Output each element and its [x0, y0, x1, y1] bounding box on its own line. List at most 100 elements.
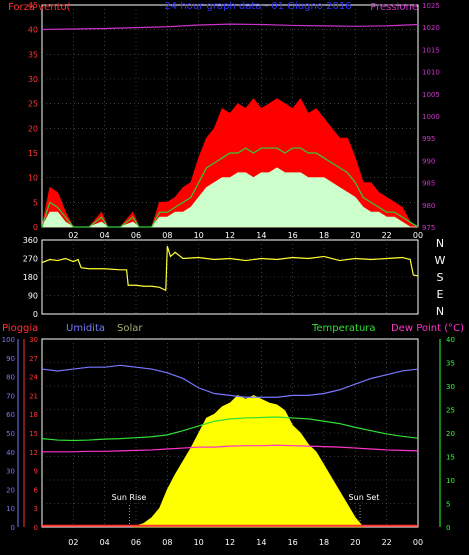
humidity-y-tick: 100	[2, 336, 15, 344]
temp-x-tick: 08	[162, 538, 172, 547]
temperature-y-tick: 35	[446, 360, 455, 368]
pressure-y-tick: 975	[422, 224, 435, 232]
temperature-y-tick: 40	[446, 336, 455, 344]
dew-point-label: Dew Point (°C)	[391, 323, 464, 334]
direction-y-tick: 270	[23, 255, 38, 264]
wind-chart-title: 24 hour graph data - 01 Giugno 2016	[164, 1, 351, 12]
wind-x-tick: 06	[131, 231, 141, 240]
humidity-y-tick: 0	[11, 524, 15, 532]
pressure-label: Pressione	[370, 2, 418, 13]
compass-label: N	[436, 305, 444, 318]
temperature-y-tick: 15	[446, 454, 455, 462]
pressure-y-tick: 1015	[422, 46, 440, 54]
rain-y-tick: 9	[34, 468, 38, 476]
humidity-y-tick: 90	[6, 355, 15, 363]
temperature-humidity-chart: Pioggia Umidita Solar Temperatura Dew Po…	[2, 323, 464, 547]
rain-y-tick: 12	[29, 449, 38, 457]
humidity-y-tick: 50	[6, 430, 15, 438]
pressure-y-tick: 995	[422, 135, 435, 143]
pressure-y-tick: 1020	[422, 24, 440, 32]
sun-set-label: Sun Set	[349, 493, 380, 502]
pressure-y-tick: 990	[422, 157, 435, 165]
wind-direction-line	[41, 245, 419, 292]
wind-y-tick: 5	[33, 198, 38, 207]
wind-pressure-chart: Forza vento( 24 hour graph data - 01 Giu…	[8, 1, 440, 240]
pressure-line	[41, 23, 419, 31]
temperature-line	[41, 416, 419, 442]
compass-label: N	[436, 237, 444, 250]
wind-x-tick: 00	[413, 231, 423, 240]
temp-x-tick: 18	[319, 538, 329, 547]
temp-x-tick: 04	[100, 538, 110, 547]
temp-x-tick: 10	[194, 538, 204, 547]
compass-label: W	[435, 254, 446, 267]
wind-x-tick: 04	[100, 231, 110, 240]
humidity-y-tick: 10	[6, 505, 15, 513]
rain-y-tick: 0	[34, 524, 38, 532]
temperature-label: Temperatura	[311, 323, 376, 334]
wind-y-tick: 45	[28, 1, 38, 10]
pressure-y-tick: 1025	[422, 2, 440, 10]
dew-line	[42, 444, 419, 453]
temperature-y-tick: 5	[446, 501, 450, 509]
rain-y-tick: 6	[34, 486, 39, 494]
humidity-line	[41, 364, 419, 398]
wind-x-tick: 12	[225, 231, 235, 240]
compass-label: S	[437, 271, 444, 284]
rain-y-tick: 21	[29, 392, 38, 400]
wind-y-tick: 10	[28, 174, 38, 183]
wind-x-tick: 08	[162, 231, 172, 240]
pressure-y-tick: 980	[422, 202, 435, 210]
humidity-y-tick: 70	[6, 392, 15, 400]
humidity-y-tick: 20	[6, 486, 15, 494]
temp-x-tick: 20	[350, 538, 360, 547]
wind-y-tick: 25	[28, 100, 38, 109]
humidity-y-tick: 80	[6, 374, 15, 382]
temp-x-tick: 02	[68, 538, 78, 547]
wind-left-label: Forza vento(	[8, 2, 71, 13]
wind-x-tick: 02	[68, 231, 78, 240]
wind-x-tick: 18	[319, 231, 329, 240]
direction-y-tick: 360	[23, 236, 38, 245]
direction-y-tick: 0	[33, 310, 38, 319]
temperature-y-tick: 25	[446, 407, 455, 415]
humidity-y-tick: 40	[6, 449, 15, 457]
temperature-y-tick: 30	[446, 383, 455, 391]
temperature-y-tick: 20	[446, 430, 455, 438]
wind-y-tick: 35	[28, 50, 38, 59]
rain-y-tick: 15	[29, 430, 38, 438]
pressure-y-tick: 1005	[422, 91, 440, 99]
direction-y-tick: 180	[23, 273, 38, 282]
wind-x-tick: 10	[194, 231, 204, 240]
wind-y-tick: 20	[28, 124, 38, 133]
solar-label: Solar	[117, 323, 143, 334]
pressure-y-tick: 1000	[422, 113, 440, 121]
humidity-label: Umidita	[66, 323, 105, 334]
sun-rise-label: Sun Rise	[112, 493, 147, 502]
temperature-y-tick: 0	[446, 524, 450, 532]
temp-x-tick: 06	[131, 538, 141, 547]
rain-y-tick: 3	[34, 505, 38, 513]
temp-x-tick: 00	[413, 538, 423, 547]
wind-x-tick: 16	[288, 231, 298, 240]
rain-y-tick: 30	[29, 336, 38, 344]
rain-label: Pioggia	[2, 323, 38, 334]
wind-speed-line	[41, 147, 419, 228]
wind-y-tick: 15	[28, 149, 38, 158]
temperature-y-tick: 10	[446, 477, 455, 485]
temp-x-tick: 14	[256, 538, 266, 547]
rain-y-tick: 24	[29, 374, 38, 382]
rain-y-tick: 27	[29, 355, 38, 363]
temp-x-tick: 22	[382, 538, 392, 547]
wind-x-tick: 20	[350, 231, 360, 240]
direction-y-tick: 90	[28, 292, 38, 301]
humidity-y-tick: 30	[6, 468, 15, 476]
wind-y-tick: 40	[28, 26, 38, 35]
temp-x-tick: 12	[225, 538, 235, 547]
wind-y-tick: 30	[28, 75, 38, 84]
compass-label: E	[437, 288, 444, 301]
wind-x-tick: 14	[256, 231, 266, 240]
wind-x-tick: 22	[382, 231, 392, 240]
